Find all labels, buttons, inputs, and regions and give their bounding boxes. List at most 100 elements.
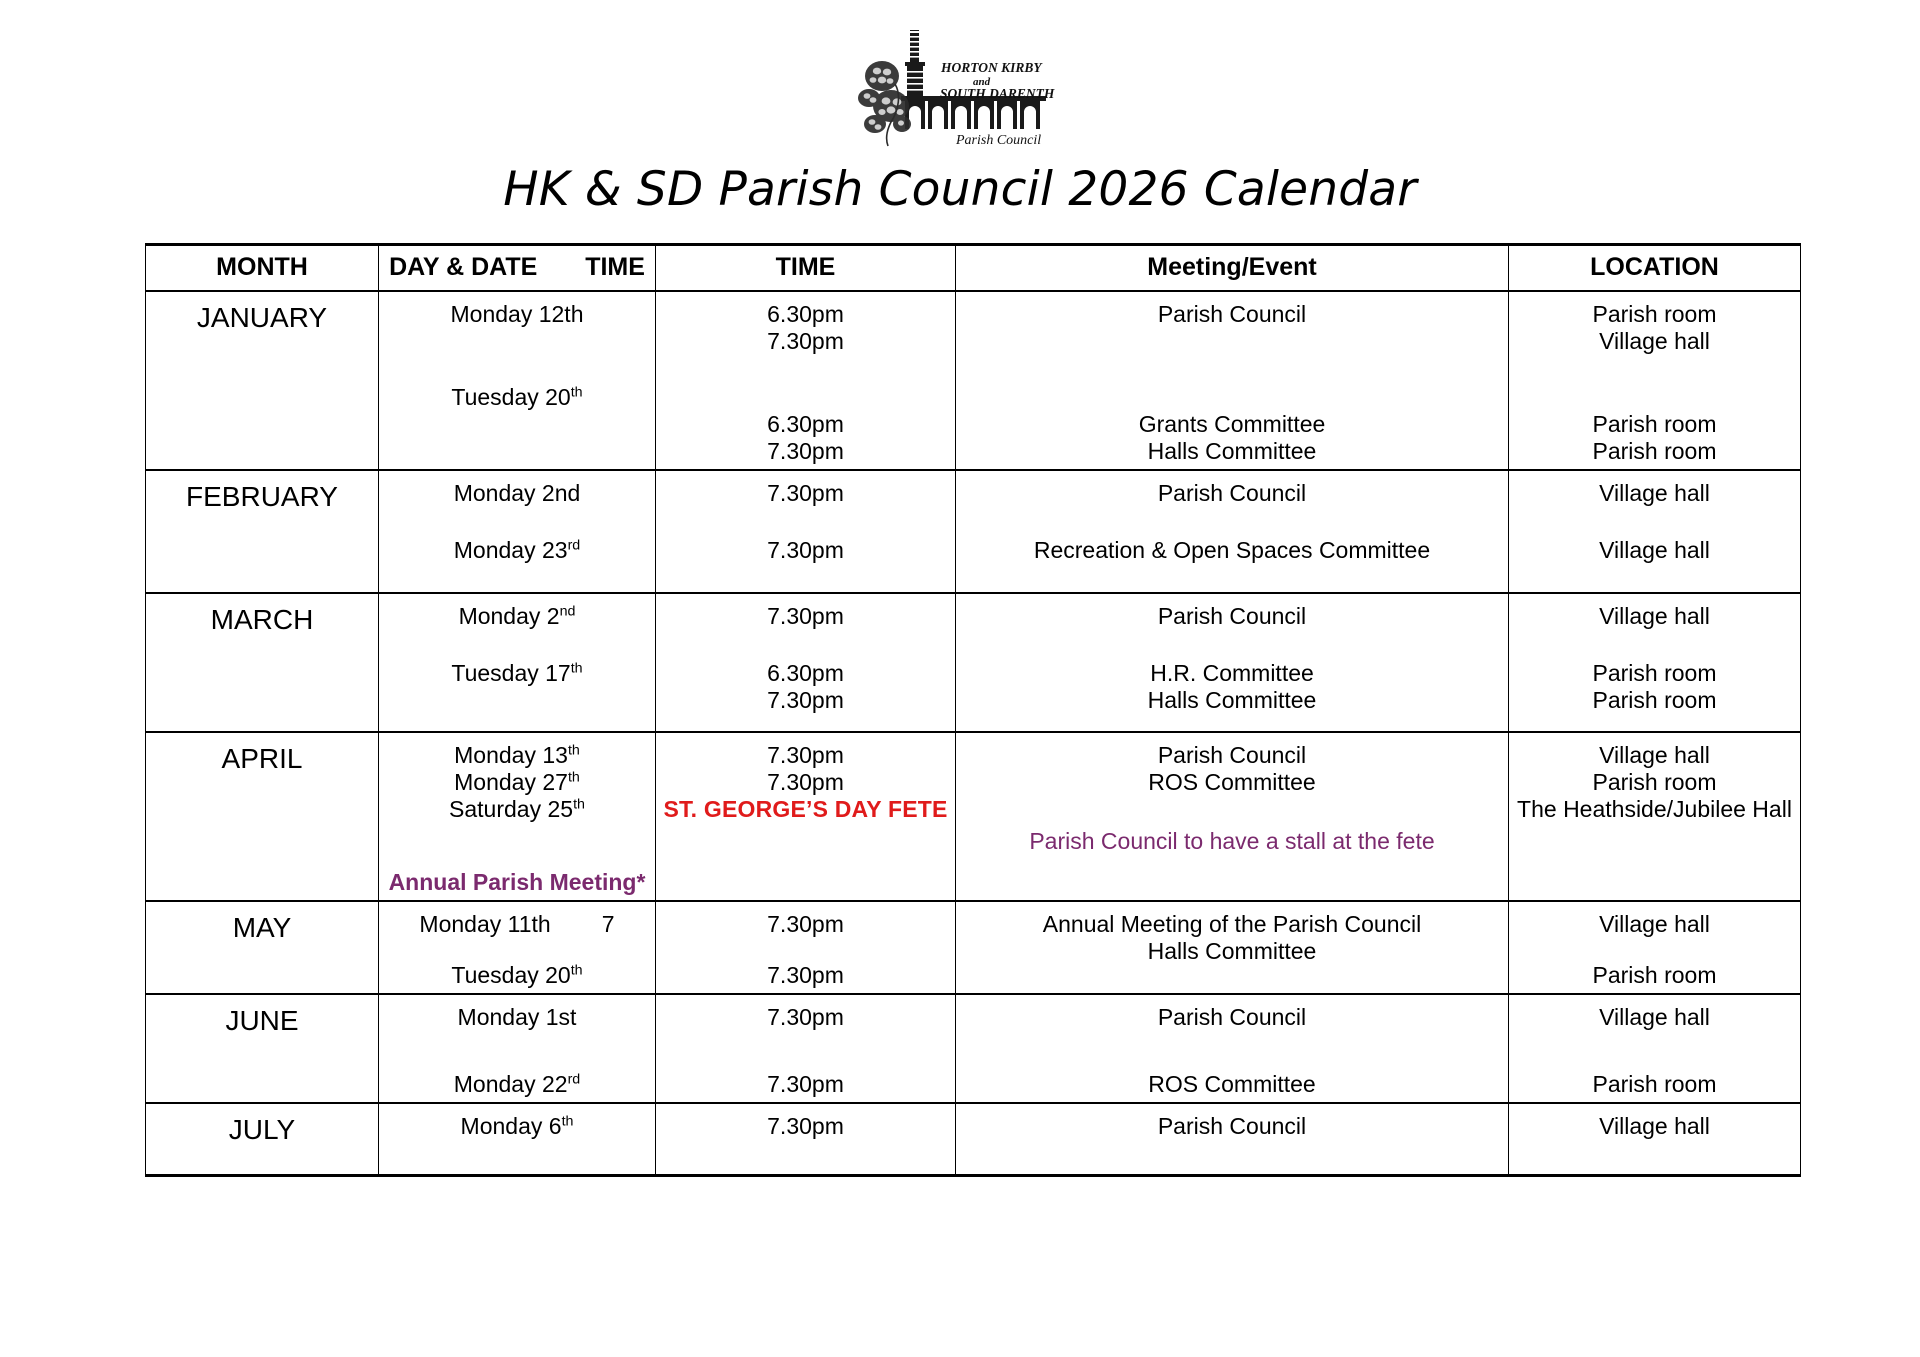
logo-line4: Parish Council	[955, 133, 1041, 148]
cell-event: Parish Council ROS Committee	[955, 994, 1509, 1104]
location-line: Village hall	[1599, 1004, 1710, 1030]
table-row: APRIL Monday 13th Monday 27th Saturday 2…	[145, 732, 1801, 902]
cell-time: 7.30pm 7.30pm	[655, 901, 956, 995]
month-label: MAY	[232, 912, 292, 943]
day-date-line: Monday 22rd	[453, 1071, 581, 1097]
month-label: FEBRUARY	[186, 481, 338, 512]
header-day-date-time-label: TIME	[585, 253, 645, 281]
time-line: 7.30pm	[767, 1004, 844, 1030]
parish-crest-icon: HORTON KIRBY and SOUTH DARENTH Parish Co…	[858, 30, 1055, 148]
cell-location: Parish room Village hall Parish room Par…	[1508, 291, 1801, 471]
day-date-line: Tuesday 20th	[451, 384, 583, 410]
cell-location: Village hall Parish room	[1508, 994, 1801, 1104]
time-line: 7.30pm	[767, 1071, 844, 1097]
table-row: JULY Monday 6th 7.30pm Parish Council Vi…	[145, 1103, 1801, 1177]
table-row: JANUARY Monday 12th Tuesday 20th 6.30pm …	[145, 291, 1801, 471]
cell-location: Village hall	[1508, 1103, 1801, 1177]
cell-day-date: Monday 13th Monday 27th Saturday 25th An…	[378, 732, 656, 902]
day-date-line: Monday 2nd	[453, 480, 581, 506]
location-line: Village hall	[1599, 603, 1710, 629]
cell-event: Parish Council ROS Committee Parish Coun…	[955, 732, 1509, 902]
event-line: Grants Committee	[1138, 411, 1326, 437]
location-line: Parish room	[1592, 1071, 1717, 1097]
location-line: Parish room	[1592, 301, 1717, 327]
cell-event: Parish Council Recreation & Open Spaces …	[955, 470, 1509, 594]
event-line: Halls Committee	[1147, 687, 1317, 713]
st-georges-day-fete-label: ST. GEORGE’S DAY FETE	[663, 796, 948, 822]
cell-event: Parish Council	[955, 1103, 1509, 1177]
month-label: MARCH	[210, 604, 314, 635]
event-line: Parish Council	[1157, 301, 1307, 327]
logo-block: HORTON KIRBY and SOUTH DARENTH Parish Co…	[0, 0, 1920, 148]
parish-council-logo: HORTON KIRBY and SOUTH DARENTH Parish Co…	[855, 24, 1065, 154]
cell-month: MAY	[145, 901, 379, 995]
cell-day-date: Monday 2nd Monday 23rd	[378, 470, 656, 594]
cell-day-date: Monday 12th Tuesday 20th	[378, 291, 656, 471]
location-line: Parish room	[1592, 769, 1717, 795]
day-date-line: Monday 1st	[457, 1004, 577, 1030]
time-line: 6.30pm	[767, 411, 844, 437]
event-line: ROS Committee	[1148, 769, 1316, 795]
cell-month: JANUARY	[145, 291, 379, 471]
time-line: 7.30pm	[767, 328, 844, 354]
location-line: Village hall	[1599, 911, 1710, 937]
cell-month: APRIL	[145, 732, 379, 902]
cell-month: JULY	[145, 1103, 379, 1177]
location-line: Village hall	[1599, 480, 1710, 506]
cell-day-date: Monday 6th	[378, 1103, 656, 1177]
table-row: JUNE Monday 1st Monday 22rd 7.30pm 7.30p…	[145, 994, 1801, 1104]
calendar-table: MONTH DAY & DATE TIME TIME Meeting/Event…	[145, 243, 1801, 1177]
event-line: Recreation & Open Spaces Committee	[1033, 537, 1431, 563]
day-date-line: Monday 12th	[450, 301, 584, 327]
event-line: Parish Council	[1157, 603, 1307, 629]
day-date-line: Monday 11th 7	[419, 911, 615, 937]
time-line: 7.30pm	[767, 537, 844, 563]
fete-stall-note: Parish Council to have a stall at the fe…	[1029, 828, 1435, 854]
table-row: FEBRUARY Monday 2nd Monday 23rd 7.30pm 7…	[145, 470, 1801, 594]
calendar-container: MONTH DAY & DATE TIME TIME Meeting/Event…	[0, 243, 1920, 1177]
time-line: 7.30pm	[767, 742, 844, 768]
header-event: Meeting/Event	[955, 243, 1509, 292]
header-time: TIME	[655, 243, 956, 292]
time-line: 6.30pm	[767, 660, 844, 686]
location-line: Parish room	[1592, 438, 1717, 464]
month-label: JUNE	[225, 1005, 299, 1036]
event-line: Halls Committee	[1147, 438, 1317, 464]
day-date-line: Monday 23rd	[453, 537, 581, 563]
logo-line2: and	[973, 76, 991, 88]
event-line: Halls Committee	[1147, 938, 1317, 964]
cell-time: 7.30pm 6.30pm 7.30pm	[655, 593, 956, 733]
cell-location: Village hall Village hall	[1508, 470, 1801, 594]
time-line: 7.30pm	[767, 438, 844, 464]
header-day-date-label: DAY & DATE	[389, 253, 538, 281]
page-title: HK & SD Parish Council 2026 Calendar	[503, 162, 1417, 217]
time-line: 7.30pm	[767, 769, 844, 795]
time-line: 7.30pm	[767, 911, 844, 937]
day-date-line: Tuesday 17th	[451, 660, 583, 686]
month-label: APRIL	[221, 743, 303, 774]
location-line: Village hall	[1599, 537, 1710, 563]
header-month: MONTH	[145, 243, 379, 292]
cell-month: MARCH	[145, 593, 379, 733]
cell-day-date: Monday 11th 7 Tuesday 20th	[378, 901, 656, 995]
location-line: Parish room	[1592, 687, 1717, 713]
event-line: Annual Meeting of the Parish Council	[1042, 911, 1422, 937]
day-date-line: Monday 6th	[460, 1113, 574, 1139]
day-date-line: Saturday 25th	[449, 796, 585, 822]
table-row: MAY Monday 11th 7 Tuesday 20th 7.30pm 7.…	[145, 901, 1801, 995]
day-date-line: Monday 2nd	[458, 603, 576, 629]
event-line: H.R. Committee	[1150, 660, 1314, 686]
cell-time: 7.30pm 7.30pm	[655, 470, 956, 594]
cell-day-date: Monday 1st Monday 22rd	[378, 994, 656, 1104]
month-label: JULY	[228, 1114, 296, 1145]
table-row: MARCH Monday 2nd Tuesday 17th 7.30pm 6.3…	[145, 593, 1801, 733]
location-line: Parish room	[1592, 411, 1717, 437]
day-date-line: Monday 13th	[454, 742, 580, 768]
time-line: 7.30pm	[767, 1113, 844, 1139]
time-line: 7.30pm	[767, 603, 844, 629]
event-line: Parish Council	[1157, 1004, 1307, 1030]
cell-location: Village hall Parish room	[1508, 901, 1801, 995]
cell-time: 7.30pm	[655, 1103, 956, 1177]
month-label: JANUARY	[196, 302, 328, 333]
cell-location: Village hall Parish room The Heathside/J…	[1508, 732, 1801, 902]
